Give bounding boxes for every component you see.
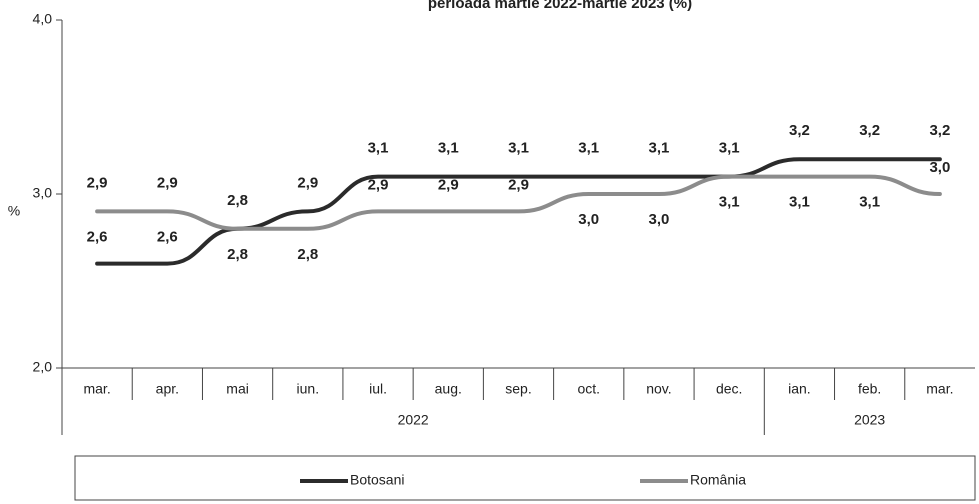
value-label: 3,1 [859,194,880,211]
value-label: 2,8 [227,246,248,263]
value-label: 2,8 [227,192,248,209]
value-label: 3,1 [368,140,389,157]
value-label: 3,1 [578,140,599,157]
value-label: 3,1 [789,194,810,211]
value-label: 3,1 [649,140,670,157]
x-tick-label: feb. [858,381,881,397]
y-axis-label: % [8,203,20,219]
x-tick-label: mai [226,381,249,397]
value-label: 2,9 [87,174,108,191]
x-tick-label: ian. [788,381,811,397]
value-label: 2,9 [508,176,529,193]
x-tick-label: iun. [297,381,320,397]
value-label: 2,9 [438,176,459,193]
value-label: 3,1 [719,140,740,157]
value-label: 2,6 [87,229,108,246]
y-tick-label: 4,0 [33,11,53,27]
value-label: 2,8 [297,246,318,263]
x-tick-label: apr. [156,381,179,397]
value-label: 2,9 [157,174,178,191]
x-group-label: 2022 [398,412,429,428]
value-label: 3,0 [578,211,599,228]
chart-title: perioada martie 2022-martie 2023 (%) [428,0,692,12]
value-label: 3,1 [438,140,459,157]
value-label: 2,9 [368,176,389,193]
legend-label: România [690,472,746,488]
value-label: 3,2 [929,122,950,139]
x-tick-label: oct. [577,381,600,397]
legend-box [74,455,976,501]
value-label: 3,1 [508,140,529,157]
value-label: 3,2 [789,122,810,139]
x-tick-label: nov. [646,381,671,397]
x-tick-label: mar. [83,381,110,397]
value-label: 3,0 [929,159,950,176]
x-tick-label: aug. [435,381,462,397]
y-tick-label: 2,0 [33,359,53,375]
value-label: 3,0 [649,211,670,228]
value-label: 3,2 [859,122,880,139]
legend-label: Botosani [350,472,404,488]
x-group-label: 2023 [854,412,885,428]
line-1 [95,174,942,231]
value-label: 2,9 [297,174,318,191]
x-tick-label: sep. [505,381,531,397]
value-label: 2,6 [157,229,178,246]
value-label: 3,1 [719,194,740,211]
x-tick-label: iul. [369,381,387,397]
y-tick-label: 3,0 [33,185,53,201]
x-tick-label: mar. [926,381,953,397]
x-tick-label: dec. [716,381,742,397]
